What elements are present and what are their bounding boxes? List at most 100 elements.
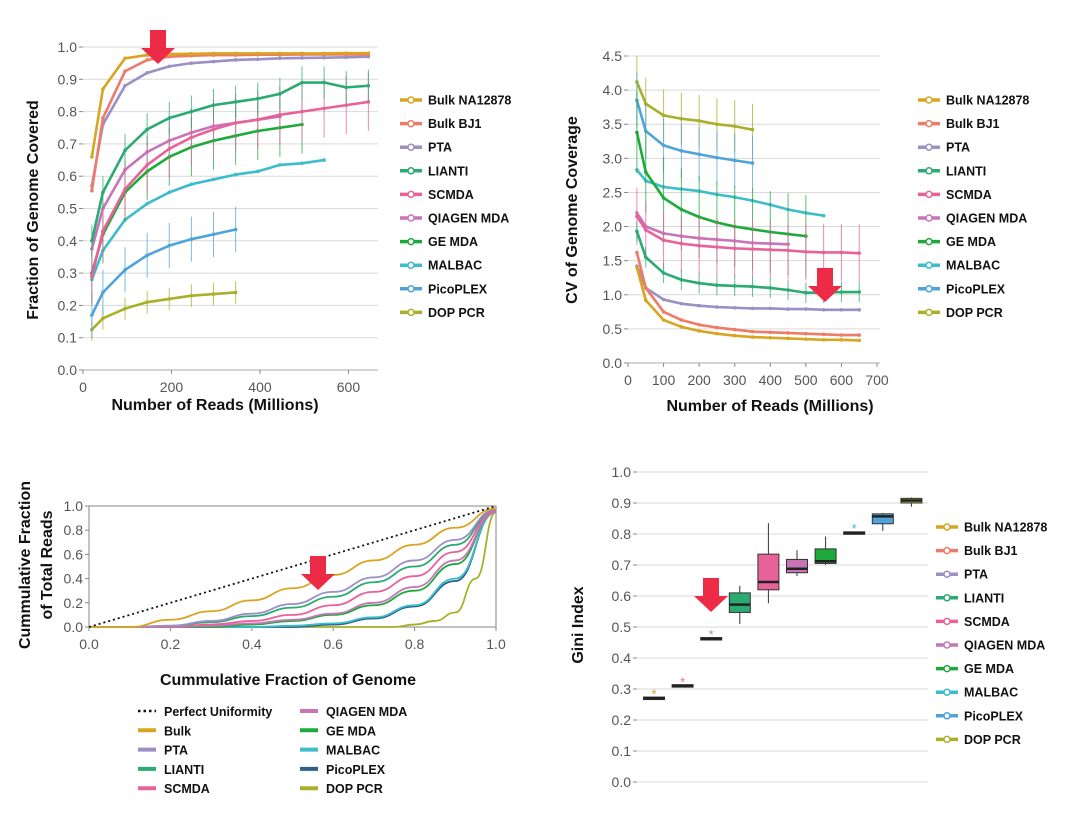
x-tick-label: 0.0 [79, 636, 99, 652]
legend-label: PTA [428, 141, 452, 155]
data-point [189, 109, 194, 114]
legend-item: PicoPLEX [918, 282, 1006, 296]
data-point [661, 143, 666, 148]
data-point [661, 318, 666, 322]
legend-marker [407, 285, 415, 293]
y-tick-label: 0.4 [612, 650, 632, 666]
x-tick-label: 200 [687, 372, 711, 388]
y-tick-label: 0.6 [64, 546, 84, 562]
y-axis: 0.0 0.1 0.2 0.3 0.4 0.5 0.6 0.7 0.8 0.9 1.0 [612, 464, 928, 790]
series-qiagen-mda [635, 211, 790, 247]
data-point [750, 306, 755, 311]
data-point [661, 238, 666, 242]
data-point [839, 250, 844, 255]
series-line [635, 81, 753, 131]
y-tick-label: 0.0 [603, 355, 623, 371]
y-axis-label: Gini Index [570, 586, 587, 663]
legend-item: GE MDA [400, 235, 478, 249]
legend-item: PTA [138, 744, 188, 758]
legend-marker [943, 570, 951, 578]
data-point [189, 293, 194, 298]
data-point [233, 290, 238, 295]
legend-marker [407, 237, 415, 246]
data-point [732, 305, 737, 310]
legend-label: QIAGEN MDA [428, 212, 509, 226]
y-axis-label: of Total Reads [39, 510, 56, 619]
data-point [715, 122, 719, 127]
y-tick-label: 2.0 [603, 219, 623, 235]
x-axis: 0 200 400 600 [79, 370, 360, 395]
data-point [101, 190, 105, 195]
legend-item: DOP PCR [936, 733, 1021, 747]
data-point [643, 298, 648, 303]
data-point [167, 243, 172, 248]
legend-item: QIAGEN MDA [400, 212, 509, 226]
legend-item: SCMDA [918, 188, 992, 202]
x-tick-label: 1.0 [486, 636, 506, 652]
curve-lianti [89, 508, 497, 628]
legend-item: Bulk NA12878 [918, 94, 1029, 108]
box-dop-pcr [900, 497, 923, 507]
x-axis-label: Number of Reads (Millions) [111, 397, 318, 414]
data-point [189, 51, 194, 56]
legend-item: QIAGEN MDA [936, 639, 1045, 653]
box-bulk-na12878: * [643, 687, 665, 702]
legend-marker [943, 617, 951, 626]
legend-marker [925, 143, 933, 151]
legend-label: SCMDA [946, 188, 992, 202]
data-point [123, 69, 127, 74]
legend-marker [407, 167, 415, 175]
legend-label: LIANTI [164, 763, 204, 777]
y-tick-label: 0.7 [58, 136, 78, 152]
data-point [90, 188, 94, 193]
data-point [635, 250, 639, 255]
legend-label: Bulk BJ1 [428, 117, 482, 131]
data-point [278, 163, 282, 167]
data-point [233, 121, 238, 125]
legend-item: DOP PCR [400, 306, 485, 320]
curve-scmda [89, 509, 497, 628]
data-point [300, 109, 304, 114]
y-tick-label: 0.0 [64, 619, 84, 635]
data-point [786, 331, 790, 335]
legend-item: MALBAC [936, 686, 1018, 700]
legend-item: Bulk [138, 724, 191, 738]
legend-label: SCMDA [164, 782, 210, 796]
data-point [750, 127, 755, 132]
data-point [322, 80, 326, 85]
legend-label: SCMDA [428, 188, 474, 202]
data-point [715, 283, 719, 288]
legend-marker [943, 664, 951, 673]
data-point [715, 305, 719, 309]
outlier-star: * [852, 521, 857, 536]
data-point [804, 249, 808, 254]
series-line [635, 215, 860, 255]
outlier-star: * [651, 687, 656, 702]
legend-item: SCMDA [400, 188, 474, 202]
outlier-star: * [680, 674, 685, 689]
legend-label: QIAGEN MDA [326, 705, 407, 719]
y-axis: 0.0 0.2 0.4 0.6 0.8 1.0 [64, 498, 89, 635]
legend-marker [407, 143, 415, 151]
x-tick-label: 600 [830, 372, 854, 388]
data-point [679, 301, 684, 306]
data-point [750, 247, 755, 251]
y-tick-label: 0.5 [603, 321, 623, 337]
y-tick-label: 0.1 [58, 330, 78, 346]
y-axis: 0.0 0.5 1.0 1.5 2.0 2.5 3.0 3.5 4.0 4.5 [603, 48, 880, 371]
y-tick-label: 0.0 [612, 774, 632, 790]
box-scmda [757, 523, 780, 604]
data-point [366, 51, 371, 55]
x-axis-label: Number of Reads (Millions) [666, 398, 873, 415]
data-point [821, 213, 826, 218]
plot-area [635, 56, 862, 343]
y-tick-label: 0.4 [58, 233, 78, 249]
y-tick-label: 0.6 [58, 168, 78, 184]
curve-dop-pcr [89, 511, 497, 628]
y-tick-label: 0.9 [58, 71, 78, 87]
y-tick-label: 1.5 [603, 253, 623, 269]
legend-item: GE MDA [918, 235, 996, 249]
series-line [90, 81, 369, 242]
legend-item: Bulk BJ1 [918, 117, 1000, 131]
series-line [90, 228, 236, 316]
